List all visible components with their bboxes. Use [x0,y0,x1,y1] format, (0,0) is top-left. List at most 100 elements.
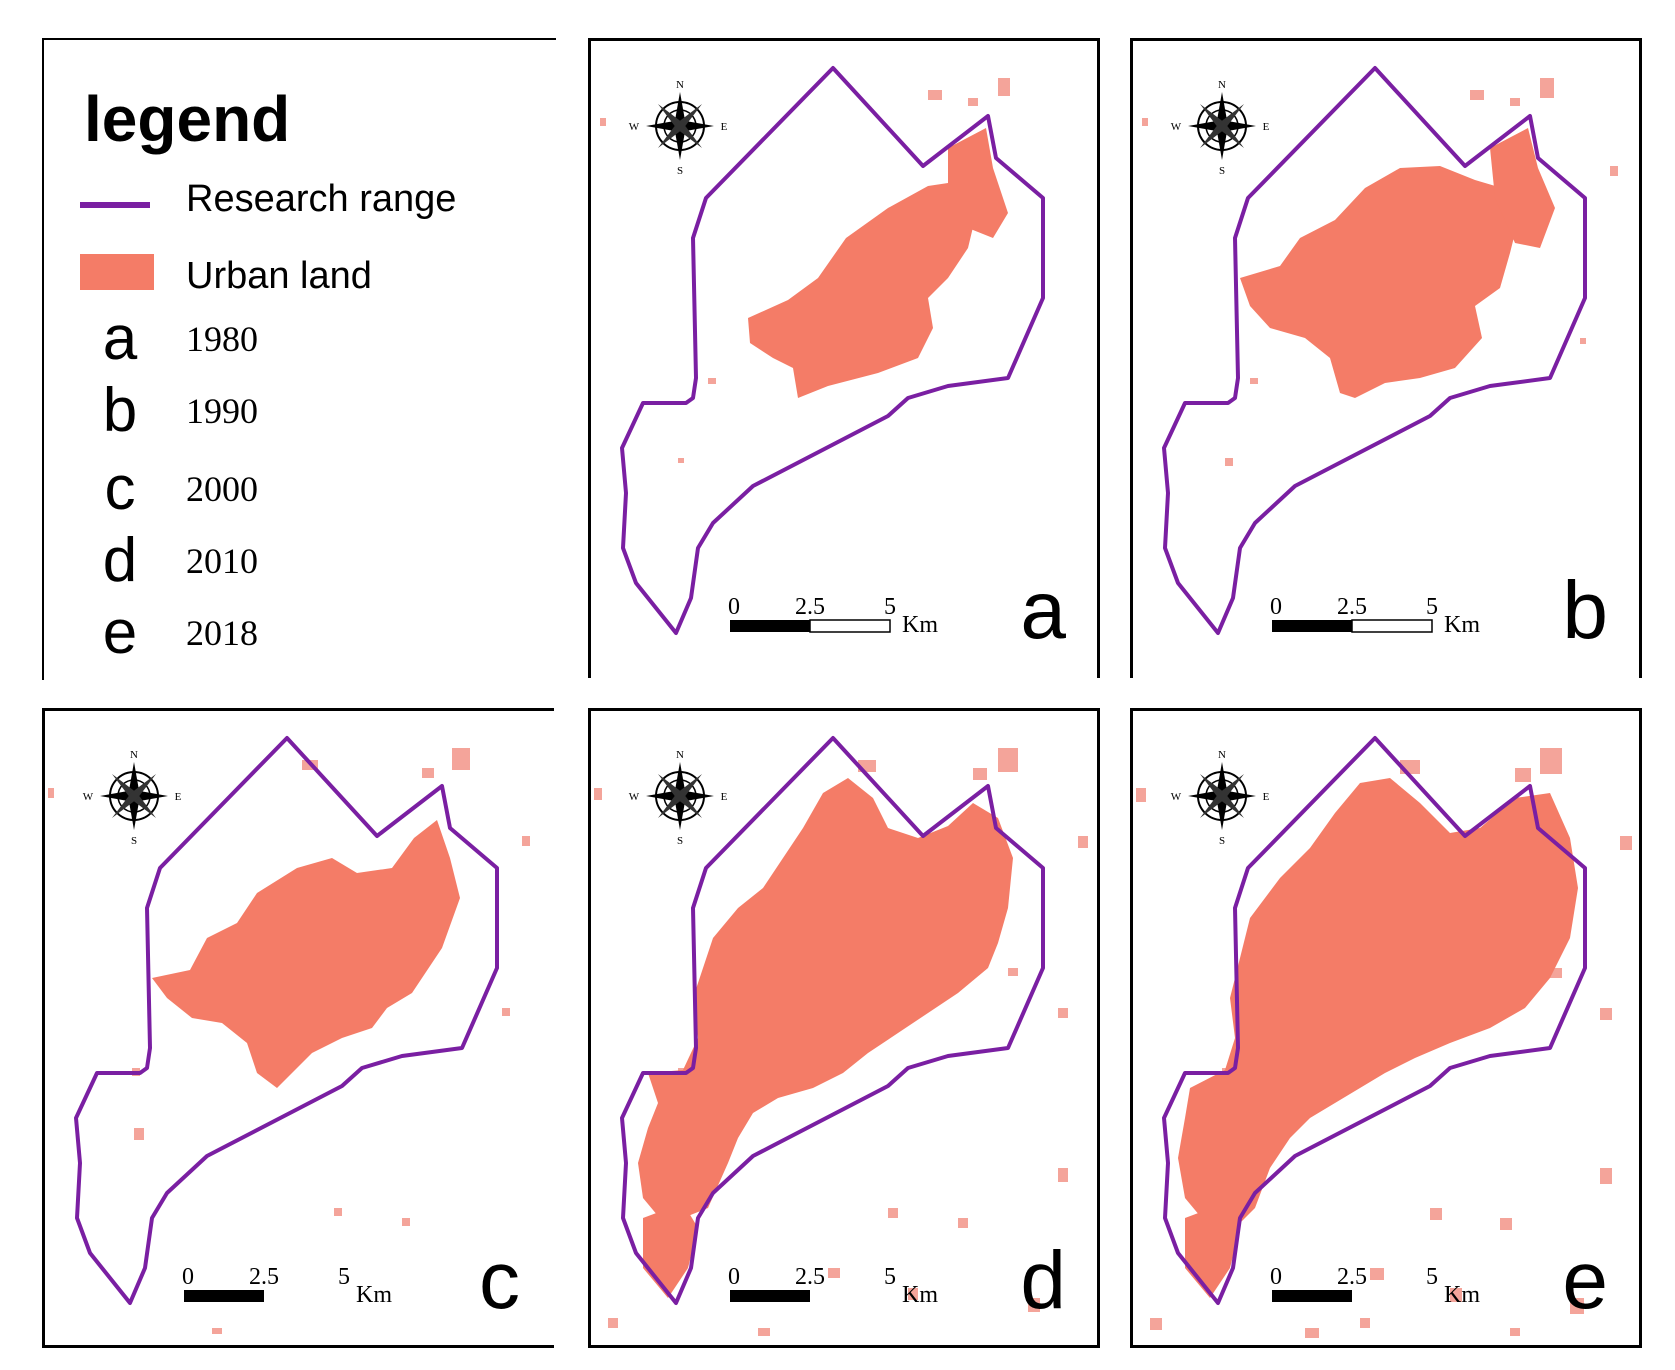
research-range-swatch [80,202,150,208]
urban-patch [1450,1288,1462,1302]
compass-e-label: E [721,791,728,803]
urban-patch [1136,788,1146,802]
map-panel-a: N S E W 0 2.5 5 Km a [588,38,1100,678]
map-panel-c: N S E W 0 2.5 5 Km c [42,708,554,1348]
urban-patch [608,1318,618,1328]
legend-letter-a: a [102,304,138,373]
legend-letter-b: b [102,376,138,445]
urban-patch [1058,1168,1068,1182]
urban-patch [1225,458,1233,466]
urban-patch [1430,1208,1442,1220]
urban-land-area [1240,166,1520,398]
compass-w-label: W [1171,791,1182,803]
urban-patch [402,1218,410,1226]
urban-land-label: Urban land [186,255,372,297]
legend-year-b: 1990 [186,391,258,431]
scale-tick-end: 5 [338,1264,350,1290]
urban-land-swatch [80,254,154,290]
urban-patch [973,768,987,780]
scale-tick-mid: 2.5 [1337,1264,1367,1290]
research-range-label: Research range [186,178,457,220]
urban-patch [1078,836,1088,848]
urban-patch [1142,118,1148,126]
urban-patch [998,78,1010,96]
urban-patch [998,748,1018,772]
urban-patch [502,1008,510,1016]
panel-letter-c: c [479,1235,520,1326]
scale-bar: 0 2.5 5Km [1270,1264,1480,1308]
urban-patch [1150,1318,1162,1330]
map-svg-b: N S E W 0 2.5 5Km b [1130,38,1642,678]
scale-bar-white [1351,619,1433,633]
research-boundary [74,736,499,1305]
scale-tick-mid: 2.5 [1337,594,1367,620]
scale-bar-white [810,1290,890,1302]
legend-letter-e: e [102,598,138,667]
urban-patch [1305,1328,1319,1338]
urban-land-area [948,128,1008,238]
scale-tick-end: 5 [1426,1264,1438,1290]
urban-patch [1515,768,1531,782]
urban-patch [1360,1318,1370,1328]
scale-bar: 0 2.5 5Km [728,594,938,638]
scale-unit: Km [902,612,938,638]
legend-year-e: 2018 [186,613,258,653]
compass-n-label: N [676,79,684,91]
urban-patch [334,1208,342,1216]
scale-tick-0: 0 [728,1264,740,1290]
scale-tick-mid: 2.5 [249,1264,279,1290]
scale-bar-white [809,619,891,633]
scale-bar-black [1272,1290,1352,1302]
compass-s-label: S [1219,835,1225,847]
urban-patch [1470,90,1484,100]
compass-s-label: S [677,165,683,177]
scale-tick-0: 0 [182,1264,194,1290]
urban-patch [48,788,54,798]
urban-patch [1550,968,1562,978]
urban-patch [600,118,606,126]
urban-patch [522,836,530,846]
scale-bar: 0 2.5 5Km [1270,594,1480,638]
urban-patch [1510,98,1520,106]
compass-icon: N S E W [629,79,728,177]
compass-icon: N S E W [1171,79,1270,177]
urban-patch [1540,78,1554,98]
compass-w-label: W [83,791,94,803]
urban-land-area [1490,128,1555,248]
urban-land-area [1185,1203,1240,1298]
compass-icon: N S E W [1171,749,1270,847]
scale-bar-black [730,620,810,632]
compass-icon: N S E W [629,749,728,847]
urban-patch [134,1128,144,1140]
research-boundary [1162,736,1587,1305]
map-svg-d: N S E W 0 2.5 5Km d [588,708,1100,1348]
legend-panel: legend Research range Urban land a 1980 … [42,38,556,680]
compass-e-label: E [1263,121,1270,133]
scale-bar: 0 2.5 5Km [728,1264,938,1308]
compass-n-label: N [1218,79,1226,91]
urban-land-area [152,820,460,1088]
urban-patch [968,98,978,106]
urban-patch [758,1328,770,1336]
map-svg-e: N S E W 0 2.5 5Km e [1130,708,1642,1348]
compass-n-label: N [130,749,138,761]
map-svg-a: N S E W 0 2.5 5Km a [588,38,1100,678]
urban-patch [594,788,602,800]
scale-tick-end: 5 [884,594,896,620]
legend-year-a: 1980 [186,319,258,359]
compass-s-label: S [1219,165,1225,177]
urban-patch [1600,1168,1612,1184]
urban-patch [1620,836,1632,850]
scale-unit: Km [1444,612,1480,638]
scale-tick-mid: 2.5 [795,1264,825,1290]
map-panel-e: N S E W 0 2.5 5 Km e [1130,708,1642,1348]
urban-patch [1028,1298,1040,1312]
urban-patch [908,1288,918,1300]
compass-n-label: N [676,749,684,761]
urban-patch [422,768,434,778]
research-boundary [620,66,1045,635]
urban-land-area [1178,778,1578,1228]
compass-e-label: E [175,791,182,803]
scale-bar: 0 2.5 5Km [182,1264,392,1308]
panel-letter-d: d [1020,1235,1066,1326]
